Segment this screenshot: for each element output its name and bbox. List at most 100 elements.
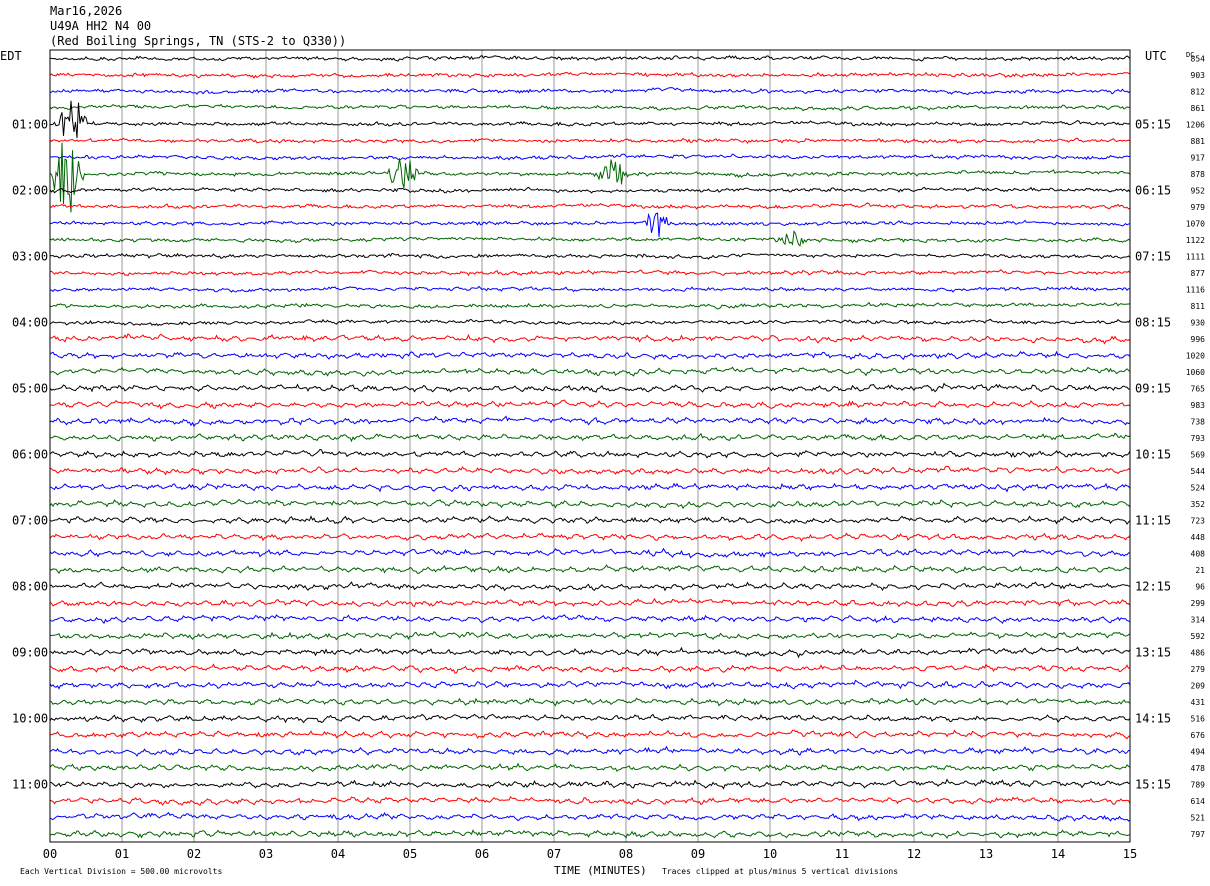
axis-labels: 00 01 02 03 04 05 06 07 08 09 10 11 12 13 14 15 01:00 05:… [12,54,1205,861]
trace-row-25 [49,465,1131,476]
dc-offset-label: 979 [1191,203,1206,212]
dc-offset-label: 592 [1191,632,1206,641]
x-tick-label: 10 [763,847,777,861]
dc-offset-label: 793 [1191,434,1206,443]
dc-offset-label: 996 [1191,335,1206,344]
left-hour-label: 03:00 [12,249,48,263]
trace-row-40 [49,713,1131,724]
dc-offset-label: 614 [1191,797,1206,806]
right-hour-label: 13:15 [1135,645,1171,659]
trace-row-37 [49,663,1130,674]
trace-row-27 [49,498,1131,510]
header-location: (Red Boiling Springs, TN (STS-2 to Q330)… [50,34,347,48]
dc-offset-label: 878 [1191,170,1206,179]
x-axis-title: TIME (MINUTES) [554,864,647,877]
trace-row-46 [49,811,1131,822]
x-tick-label: 06 [475,847,489,861]
trace-row-20 [49,382,1131,393]
dc-offset-label: 448 [1191,533,1206,542]
dc-offset-label: 352 [1191,500,1206,509]
trace-row-17 [50,333,1131,345]
dc-offset-label: 952 [1191,186,1206,195]
x-tick-label: 12 [907,847,921,861]
left-hour-label: 05:00 [12,381,48,395]
right-hour-label: 10:15 [1135,447,1171,461]
traces [49,54,1131,839]
dc-offset-label: 516 [1191,714,1206,723]
x-tick-label: 13 [979,847,993,861]
trace-row-36 [49,646,1131,659]
trace-row-26 [49,482,1131,493]
dc-offset-label: 881 [1191,137,1206,146]
trace-row-45 [49,795,1131,806]
trace-row-35 [50,630,1131,641]
trace-row-5 [49,137,1131,145]
trace-row-31 [49,564,1131,574]
dc-offset-label: 209 [1191,681,1206,690]
left-hour-label: 06:00 [12,447,48,461]
x-tick-label: 08 [619,847,633,861]
left-hour-label: 08:00 [12,579,48,593]
x-tick-label: 09 [691,847,705,861]
trace-row-6 [49,153,1131,161]
right-hour-label: 15:15 [1135,777,1171,791]
trace-row-41 [49,729,1131,740]
dc-offset-label: 524 [1191,483,1206,492]
trace-row-13 [49,269,1131,277]
trace-row-34 [49,614,1131,625]
dc-offset-label: 1206 [1186,120,1205,129]
right-hour-label: 08:15 [1135,315,1171,329]
header-date: Mar16,2026 [50,4,123,18]
trace-row-38 [49,679,1131,690]
dc-offset-label: 789 [1191,780,1206,789]
trace-row-11 [49,230,1131,247]
dc-offset-label: 877 [1191,269,1206,278]
x-tick-label: 07 [547,847,561,861]
dc-offset-label: 494 [1191,747,1206,756]
dc-offset-label: 544 [1191,467,1206,476]
trace-row-10 [50,212,1131,237]
trace-row-30 [49,547,1131,559]
right-hour-label: 05:15 [1135,117,1171,131]
dc-offset-label: 21 [1195,566,1205,575]
x-tick-label: 14 [1051,847,1065,861]
trace-row-1 [49,71,1131,79]
trace-row-42 [49,745,1131,757]
trace-row-44 [49,778,1131,790]
right-timezone-label: UTC [1145,49,1167,63]
dc-offset-label: 521 [1191,813,1206,822]
trace-row-22 [49,415,1131,428]
dc-offset-label: 1122 [1186,236,1205,245]
dc-offset-label: 299 [1191,599,1206,608]
right-hour-label: 06:15 [1135,183,1171,197]
trace-row-32 [49,581,1131,593]
trace-row-28 [49,515,1131,525]
trace-row-23 [49,432,1131,443]
trace-row-24 [49,448,1131,459]
x-tick-label: 03 [259,847,273,861]
left-hour-label: 07:00 [12,513,48,527]
dc-offset-label: 478 [1191,764,1206,773]
x-tick-label: 01 [115,847,129,861]
left-hour-label: 11:00 [12,777,48,791]
dc-offset-label: 765 [1191,384,1206,393]
dc-offset-label: 1060 [1186,368,1205,377]
dc-offset-label: 811 [1191,302,1206,311]
trace-row-47 [49,829,1131,839]
dc-offset-label: 854 [1191,54,1206,63]
header-station: U49A HH2 N4 00 [50,19,152,33]
x-tick-label: 02 [187,847,201,861]
trace-row-33 [49,597,1131,608]
left-hour-label: 02:00 [12,183,48,197]
dc-offset-label: 1116 [1186,285,1205,294]
dc-offset-label: 1111 [1186,252,1205,261]
plot-frame [49,49,1131,843]
trace-row-29 [49,532,1131,543]
dc-offset-label: 723 [1191,516,1206,525]
dc-offset-label: 983 [1191,401,1206,410]
right-hour-label: 07:15 [1135,249,1171,263]
trace-row-2 [49,87,1131,95]
trace-row-16 [49,318,1131,327]
dc-offset-label: 486 [1191,648,1206,657]
